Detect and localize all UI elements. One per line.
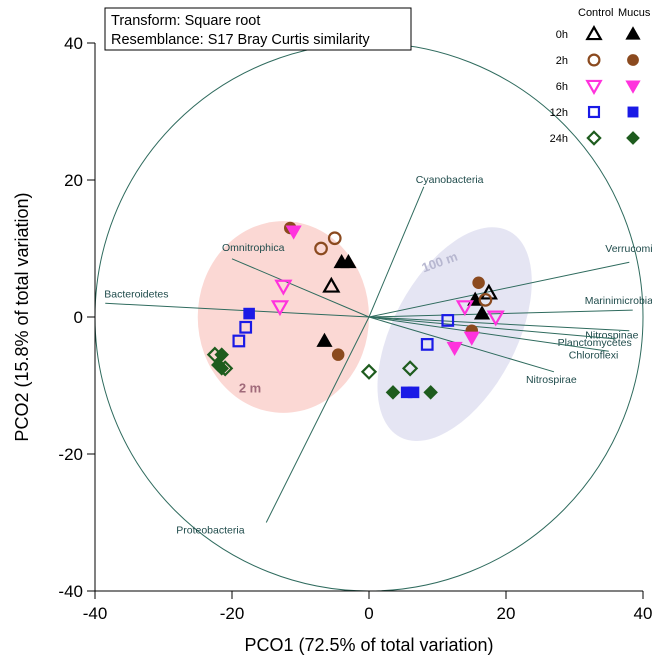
- points-layer: [206, 221, 505, 400]
- point-0h-control-1: [479, 283, 498, 300]
- point-12h-control-23: [441, 314, 455, 327]
- point-6h-mucus-19: [446, 341, 463, 357]
- legend-label-6h: 6h: [556, 81, 568, 93]
- vector-label-proteobacteria: Proteobacteria: [176, 525, 244, 537]
- vector-line-chloroflexi: [368, 316, 609, 352]
- vector-line-bacteroidetes: [105, 302, 370, 318]
- vector-label-omnitrophica: Omnitrophica: [222, 242, 285, 254]
- point-12h-mucus-27: [407, 386, 420, 399]
- point-6h-control-14: [274, 279, 293, 296]
- point-0h-mucus-3: [340, 253, 357, 269]
- legend-marker-12h-control: [587, 105, 601, 119]
- y-tick-label-3: 20: [64, 171, 83, 190]
- y-axis-title: PCO2 (15.8% of total variation): [12, 192, 32, 441]
- point-2h-control-7: [314, 241, 328, 256]
- point-0h-mucus-4: [316, 332, 333, 347]
- legend-label-24h: 24h: [550, 133, 568, 145]
- point-2h-control-9: [478, 293, 493, 307]
- cluster-ellipse-1: [377, 227, 532, 441]
- vector-line-cyanobacteria: [368, 186, 425, 318]
- vector-label-marinimicrobia: Marinimicrobia: [585, 295, 652, 307]
- legend-marker-12h-mucus: [627, 106, 639, 118]
- point-12h-control-22: [232, 334, 246, 348]
- info-box: Transform: Square root Resemblance: S17 …: [104, 7, 412, 51]
- legend-label-0h: 0h: [556, 29, 568, 41]
- x-tick-label-1: -20: [220, 604, 245, 623]
- point-24h-mucus-36: [423, 385, 438, 400]
- cluster-ellipse-0: [197, 221, 369, 413]
- point-2h-mucus-11: [331, 348, 345, 361]
- legend-marker-24h-mucus: [626, 131, 640, 145]
- ticks-layer: -40 -20 0 20 40 -40 -20 0 20 40: [58, 34, 652, 623]
- point-24h-control-31: [401, 360, 419, 377]
- x-tick-label-0: -40: [83, 604, 108, 623]
- point-24h-mucus-35: [385, 385, 401, 400]
- vector-layer: Cyanobacteria Verrucomicrobia Marinimicrob…: [104, 174, 652, 537]
- point-6h-control-17: [486, 310, 505, 327]
- vector-line-proteobacteria: [265, 316, 370, 523]
- info-transform: Transform: Square root: [111, 13, 260, 29]
- x-tick-label-4: 40: [634, 604, 652, 623]
- x-tick-label-2: 0: [364, 604, 373, 623]
- legend-marker-2h-control: [587, 53, 601, 67]
- point-24h-mucus-34: [214, 361, 229, 376]
- vector-label-nitrospirae: Nitrospirae: [526, 374, 577, 386]
- point-0h-control-0: [322, 276, 341, 293]
- vector-line-omnitrophica: [231, 258, 370, 318]
- point-2h-mucus-12: [472, 276, 485, 290]
- vector-line-nitrospinae: [368, 316, 630, 332]
- point-12h-mucus-25: [243, 307, 255, 320]
- point-6h-control-15: [270, 300, 290, 317]
- info-box-frame: [104, 7, 412, 51]
- legend-marker-24h-control: [586, 130, 602, 146]
- x-tick-label-3: 20: [497, 604, 516, 623]
- info-resemblance: Resemblance: S17 Bray Curtis similarity: [111, 32, 370, 48]
- legend-header-control: Control: [578, 7, 613, 19]
- vector-label-nitrospinae: Nitrospinae: [585, 330, 638, 342]
- y-tick-label-0: -40: [58, 582, 83, 601]
- vector-line-nitrospirae: [368, 316, 555, 373]
- point-6h-mucus-18: [285, 225, 302, 240]
- legend-label-12h: 12h: [550, 107, 568, 119]
- vector-label-chloroflexi: Chloroflexi: [569, 349, 619, 361]
- y-tick-label-4: 40: [64, 34, 83, 53]
- legend-marker-0h-control: [585, 25, 603, 41]
- point-6h-mucus-20: [463, 331, 480, 346]
- legend-marker-6h-mucus: [625, 80, 641, 94]
- point-0h-mucus-6: [473, 305, 491, 320]
- cluster-label-0: 2 m: [239, 380, 261, 395]
- legend-header-mucus: Mucus: [618, 7, 651, 19]
- vector-label-cyanobacteria: Cyanobacteria: [416, 174, 484, 186]
- y-tick-label-2: 0: [74, 308, 83, 327]
- vector-line-planctomycetes: [368, 316, 616, 340]
- legend-marker-2h-mucus: [627, 54, 639, 66]
- x-axis-title: PCO1 (72.5% of total variation): [244, 635, 493, 655]
- legend-label-2h: 2h: [556, 55, 568, 67]
- legend-marker-0h-mucus: [625, 26, 641, 40]
- vector-label-planctomycetes: Planctomycetes: [558, 337, 632, 349]
- point-24h-control-30: [360, 363, 378, 380]
- point-12h-control-24: [420, 338, 434, 351]
- point-6h-control-16: [455, 300, 474, 317]
- vector-label-bacteroidetes: Bacteroidetes: [104, 288, 168, 300]
- point-12h-control-21: [239, 320, 253, 334]
- legend-marker-6h-control: [585, 79, 603, 95]
- vector-line-verrucomicrobia: [368, 261, 630, 318]
- y-tick-label-1: -20: [58, 445, 83, 464]
- vector-label-verrucomicrobia: Verrucomicrobia: [605, 243, 652, 255]
- legend: Control Mucus 0h 2h 6h 12h 24h: [550, 7, 651, 146]
- point-2h-control-8: [327, 231, 342, 246]
